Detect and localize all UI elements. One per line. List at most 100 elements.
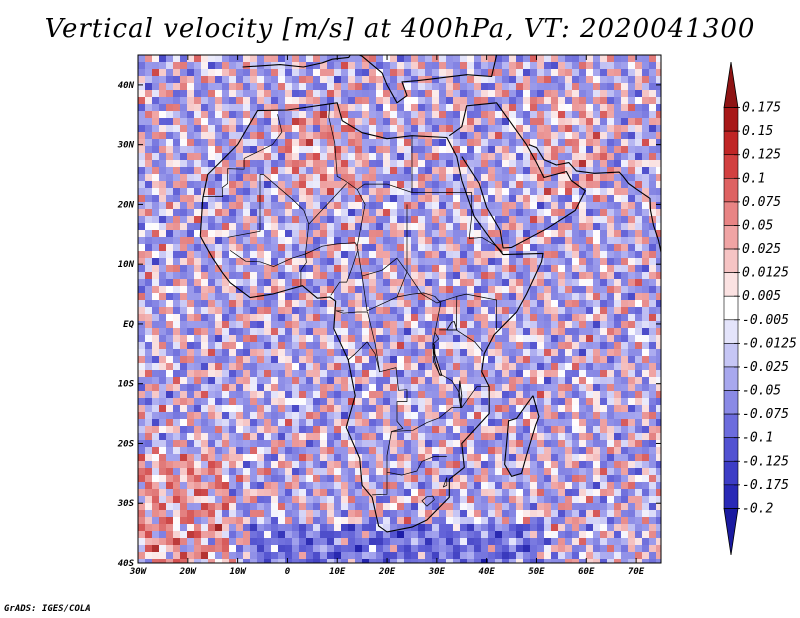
field-cell (173, 328, 180, 335)
field-cell (327, 265, 334, 272)
field-cell (145, 146, 152, 153)
field-cell (159, 139, 166, 146)
field-cell (264, 377, 271, 384)
field-cell (565, 398, 572, 405)
field-cell (614, 188, 621, 195)
field-cell (656, 468, 661, 475)
field-cell (292, 482, 299, 489)
field-cell (572, 139, 579, 146)
field-cell (299, 405, 306, 412)
field-cell (320, 139, 327, 146)
field-cell (467, 468, 474, 475)
field-cell (572, 405, 579, 412)
field-cell (159, 160, 166, 167)
field-cell (180, 139, 187, 146)
field-cell (558, 104, 565, 111)
field-cell (432, 342, 439, 349)
field-cell (229, 132, 236, 139)
field-cell (607, 272, 614, 279)
field-cell (299, 426, 306, 433)
field-cell (320, 146, 327, 153)
field-cell (558, 328, 565, 335)
field-cell (159, 349, 166, 356)
field-cell (390, 293, 397, 300)
field-cell (453, 335, 460, 342)
field-cell (600, 503, 607, 510)
field-cell (145, 356, 152, 363)
field-cell (432, 62, 439, 69)
field-cell (320, 104, 327, 111)
field-cell (229, 405, 236, 412)
field-cell (495, 244, 502, 251)
field-cell (334, 104, 341, 111)
field-cell (579, 76, 586, 83)
field-cell (460, 433, 467, 440)
field-cell (628, 433, 635, 440)
field-cell (327, 146, 334, 153)
field-cell (628, 356, 635, 363)
field-cell (481, 160, 488, 167)
field-cell (558, 125, 565, 132)
field-cell (495, 230, 502, 237)
field-cell (453, 160, 460, 167)
field-cell (145, 300, 152, 307)
field-cell (215, 426, 222, 433)
field-cell (194, 237, 201, 244)
field-cell (432, 454, 439, 461)
field-cell (299, 209, 306, 216)
field-cell (656, 139, 661, 146)
field-cell (138, 251, 145, 258)
field-cell (544, 258, 551, 265)
field-cell (257, 489, 264, 496)
field-cell (257, 468, 264, 475)
field-cell (628, 209, 635, 216)
field-cell (586, 125, 593, 132)
field-cell (446, 321, 453, 328)
field-cell (614, 440, 621, 447)
field-cell (383, 440, 390, 447)
field-cell (159, 125, 166, 132)
field-cell (257, 321, 264, 328)
field-cell (292, 97, 299, 104)
field-cell (194, 104, 201, 111)
field-cell (236, 202, 243, 209)
field-cell (649, 510, 656, 517)
field-cell (334, 181, 341, 188)
field-cell (523, 461, 530, 468)
field-cell (229, 335, 236, 342)
field-cell (166, 475, 173, 482)
field-cell (376, 146, 383, 153)
field-cell (201, 272, 208, 279)
field-cell (642, 489, 649, 496)
field-cell (404, 433, 411, 440)
field-cell (166, 139, 173, 146)
field-cell (453, 195, 460, 202)
field-cell (194, 489, 201, 496)
field-cell (425, 69, 432, 76)
field-cell (516, 104, 523, 111)
field-cell (250, 321, 257, 328)
field-cell (180, 272, 187, 279)
field-cell (159, 202, 166, 209)
field-cell (397, 258, 404, 265)
field-cell (628, 314, 635, 321)
field-cell (215, 83, 222, 90)
field-cell (229, 202, 236, 209)
field-cell (390, 167, 397, 174)
field-cell (222, 454, 229, 461)
field-cell (208, 244, 215, 251)
field-cell (397, 83, 404, 90)
field-cell (292, 377, 299, 384)
field-cell (439, 496, 446, 503)
field-cell (376, 272, 383, 279)
field-cell (341, 419, 348, 426)
field-cell (656, 90, 661, 97)
field-cell (467, 363, 474, 370)
field-cell (229, 440, 236, 447)
field-cell (537, 216, 544, 223)
field-cell (250, 125, 257, 132)
field-cell (376, 342, 383, 349)
field-cell (222, 97, 229, 104)
field-cell (607, 419, 614, 426)
field-cell (635, 209, 642, 216)
